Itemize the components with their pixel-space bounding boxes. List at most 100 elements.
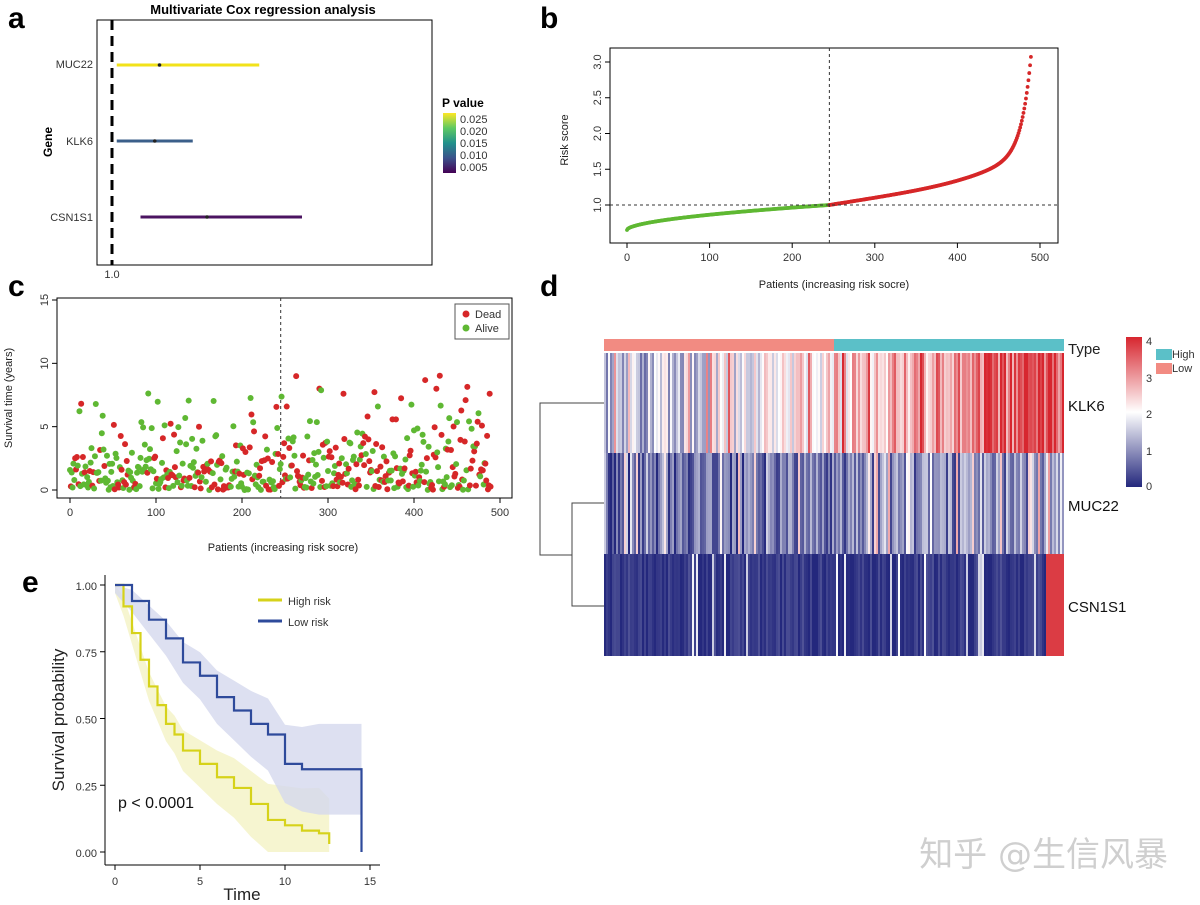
dead-point xyxy=(399,478,406,485)
heatmap-cell xyxy=(808,554,810,656)
heatmap-cell xyxy=(752,453,754,554)
alive-point xyxy=(128,449,135,456)
heatmap-cell xyxy=(694,353,696,453)
heatmap-cell xyxy=(952,453,954,554)
heatmap-cell xyxy=(818,353,820,453)
heatmap-cell xyxy=(828,353,830,453)
heatmap-cell xyxy=(800,353,802,453)
heatmap-cell xyxy=(1058,353,1060,453)
heatmap-cell xyxy=(956,554,958,656)
heatmap-cell xyxy=(704,453,706,554)
heatmap-cell xyxy=(752,554,754,656)
heatmap-cell xyxy=(884,554,886,656)
heatmap-cell xyxy=(604,554,606,656)
dead-point xyxy=(401,465,408,472)
heatmap-cell xyxy=(722,353,724,453)
heatmap-cell xyxy=(826,453,828,554)
heatmap-cell xyxy=(1036,453,1038,554)
panel-e: e 0 5 10 15 0.00 0.25 0.50 0.75 1.00 Survival pr… xyxy=(22,566,380,904)
alive-point xyxy=(182,414,189,421)
heatmap-cell xyxy=(654,453,656,554)
dead-point xyxy=(429,486,436,493)
heatmap-cell xyxy=(852,453,854,554)
heatmap-cell xyxy=(668,453,670,554)
heatmap-cell xyxy=(1028,554,1030,656)
risk-point xyxy=(1024,96,1028,101)
panel-d-row-label: MUC22 xyxy=(1068,498,1119,515)
alive-point xyxy=(423,468,430,475)
heatmap-cell xyxy=(1004,453,1006,554)
alive-point xyxy=(419,431,426,438)
heatmap-cell xyxy=(1030,453,1032,554)
heatmap-cell xyxy=(862,353,864,453)
heatmap-cell xyxy=(614,554,616,656)
heatmap-cell xyxy=(798,453,800,554)
heatmap-cell xyxy=(870,353,872,453)
heatmap-cell xyxy=(626,453,628,554)
heatmap-cell xyxy=(678,554,680,656)
heatmap-cell xyxy=(994,453,996,554)
heatmap-cell xyxy=(740,453,742,554)
heatmap-cell xyxy=(638,353,640,453)
alive-point xyxy=(154,398,161,405)
heatmap-cell xyxy=(988,353,990,453)
heatmap-cell xyxy=(906,353,908,453)
heatmap-cell xyxy=(776,353,778,453)
alive-point xyxy=(362,451,369,458)
panel-a-legend-title: P value xyxy=(442,96,484,110)
alive-point xyxy=(257,486,264,493)
heatmap-cell xyxy=(618,554,620,656)
heatmap-cell xyxy=(1050,554,1052,656)
heatmap-cell xyxy=(860,353,862,453)
dead-point xyxy=(471,448,478,455)
alive-point xyxy=(183,441,190,448)
heatmap-cell xyxy=(722,453,724,554)
heatmap-cell xyxy=(702,453,704,554)
alive-point xyxy=(76,408,83,415)
alive-point xyxy=(170,482,177,489)
heatmap-cell xyxy=(694,453,696,554)
heatmap-cell xyxy=(894,453,896,554)
dead-point xyxy=(412,468,419,475)
heatmap-cell xyxy=(938,353,940,453)
dead-point xyxy=(242,448,249,455)
dead-point xyxy=(355,476,362,483)
heatmap-cell xyxy=(996,453,998,554)
heatmap-cell xyxy=(784,453,786,554)
alive-point xyxy=(138,419,145,426)
alive-point xyxy=(82,463,89,470)
heatmap-cell xyxy=(934,453,936,554)
heatmap-cell xyxy=(810,453,812,554)
heatmap-cell xyxy=(916,554,918,656)
heatmap-cell xyxy=(640,353,642,453)
dead-point xyxy=(122,441,129,448)
alive-point xyxy=(435,478,442,485)
dead-point xyxy=(195,469,202,476)
heatmap-cell xyxy=(636,353,638,453)
alive-point xyxy=(274,425,281,432)
heatmap-cell xyxy=(802,453,804,554)
heatmap-cell xyxy=(926,353,928,453)
heatmap-cell xyxy=(724,453,726,554)
panel-d-legend-high-swatch xyxy=(1156,349,1172,360)
alive-point xyxy=(230,423,237,430)
dead-point xyxy=(479,467,486,474)
heatmap-cell xyxy=(814,353,816,453)
heatmap-cell xyxy=(892,353,894,453)
heatmap-cell xyxy=(672,453,674,554)
panel-b-ylabel: Risk score xyxy=(559,114,571,165)
dead-point xyxy=(461,438,468,445)
heatmap-cell xyxy=(650,554,652,656)
dead-point xyxy=(186,474,193,481)
risk-point xyxy=(1019,122,1023,127)
alive-point xyxy=(338,455,345,462)
heatmap-cell xyxy=(782,453,784,554)
heatmap-cell xyxy=(630,353,632,453)
dead-point xyxy=(332,444,339,451)
alive-point xyxy=(285,435,292,442)
dead-point xyxy=(171,464,178,471)
heatmap-cell xyxy=(690,353,692,453)
heatmap-cell xyxy=(744,453,746,554)
heatmap-cell xyxy=(902,353,904,453)
